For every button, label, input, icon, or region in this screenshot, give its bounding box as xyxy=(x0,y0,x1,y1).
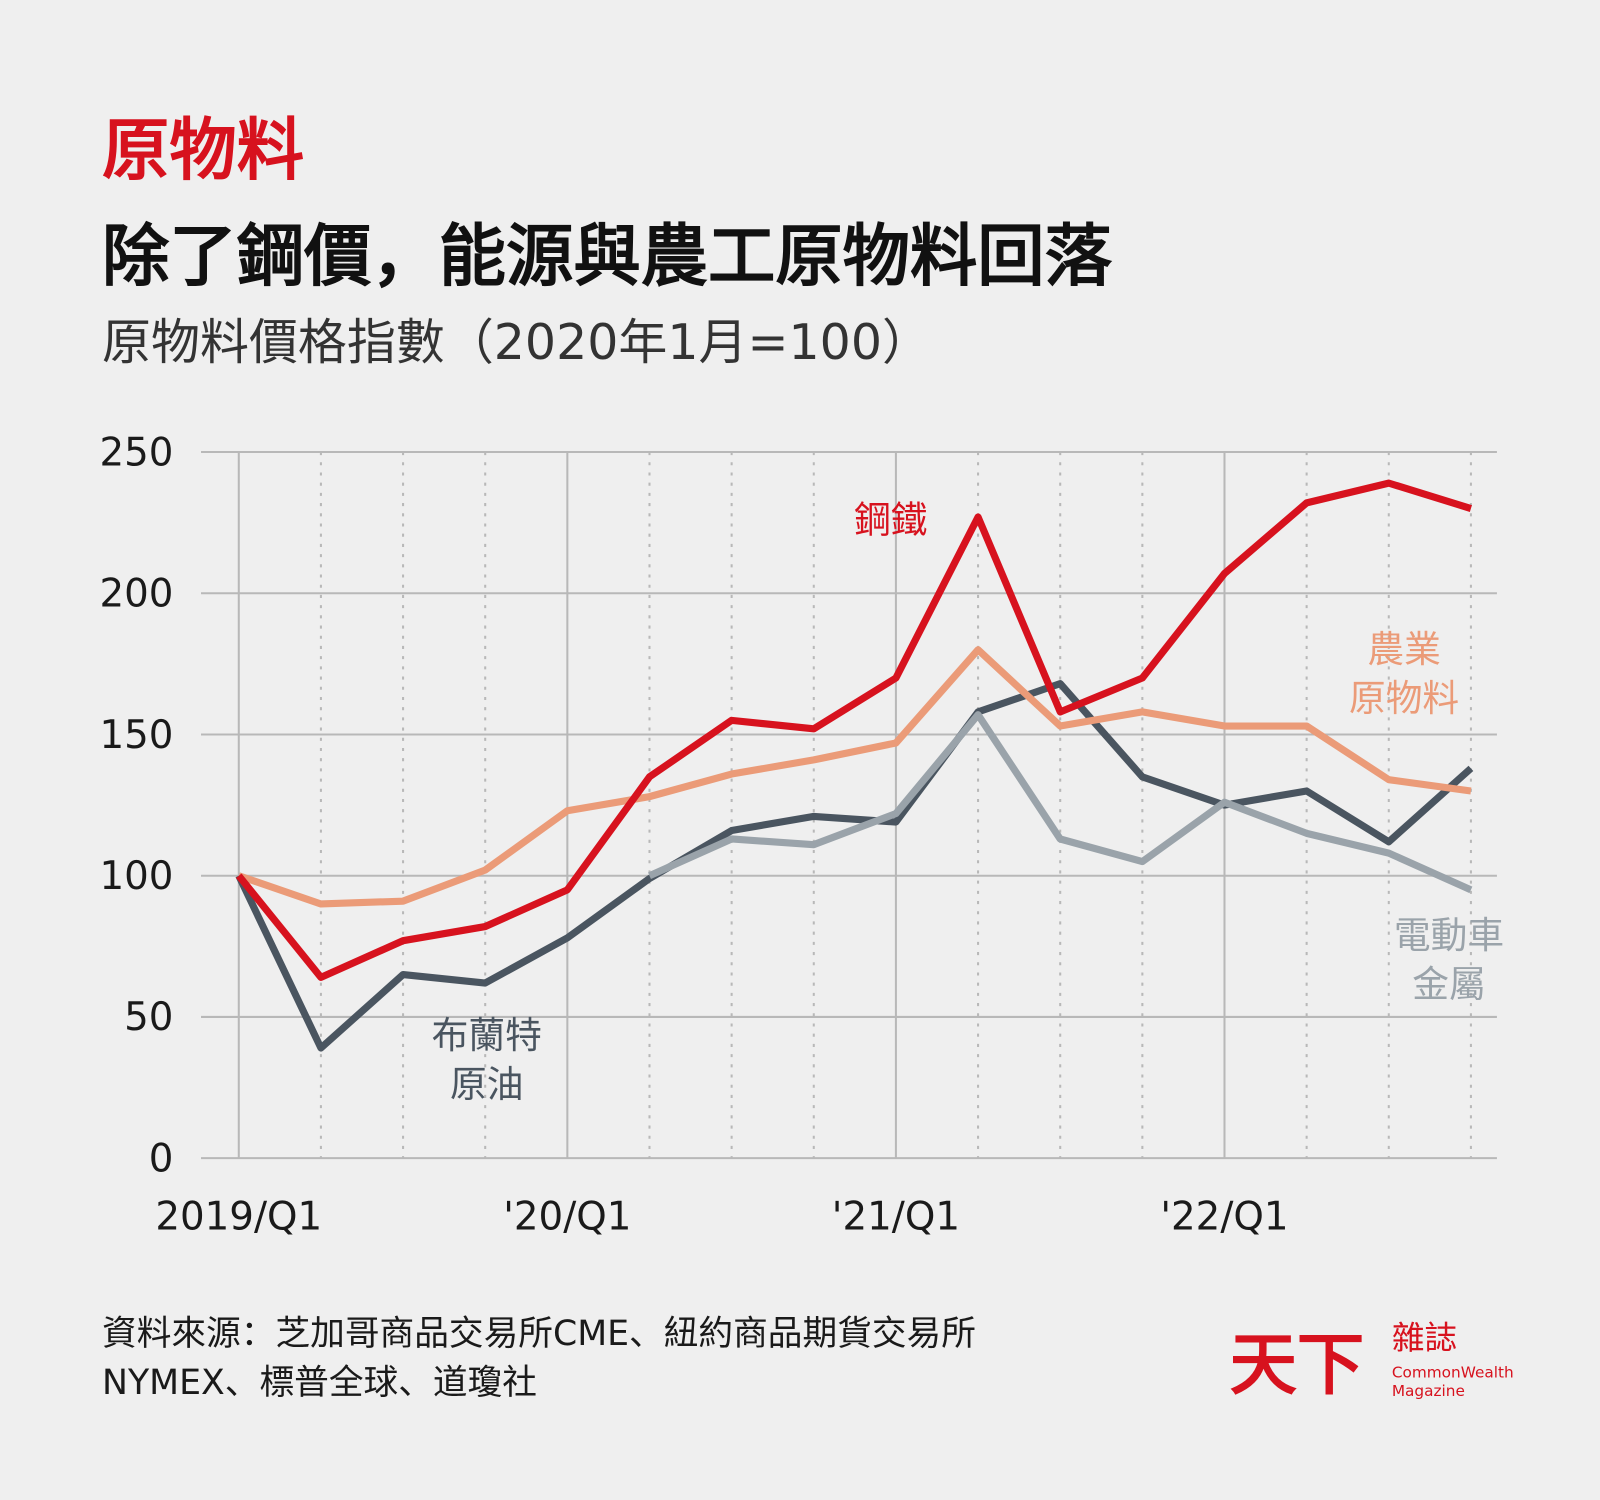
y-tick-label: 100 xyxy=(99,854,173,899)
series-label: 鋼鐵 xyxy=(854,499,927,542)
lines xyxy=(235,479,1474,1052)
kicker: 原物料 xyxy=(102,110,304,189)
series-label-line: 電動車 xyxy=(1394,914,1504,957)
series-label: 布蘭特原油 xyxy=(432,1014,542,1106)
grid: 2019/Q1 '20/Q1 '21/Q1 '22/Q1 0 50 100 150 200 250 xyxy=(99,430,1497,1240)
labels: 布蘭特原油 電動車金屬 農業原物料 鋼鐵 xyxy=(432,499,1504,1106)
y-tick-label: 250 xyxy=(99,430,173,475)
line xyxy=(237,646,1472,908)
line xyxy=(235,479,1472,981)
source: NYMEX、標普全球、道瓊社 xyxy=(102,1363,537,1403)
logo: Magazine xyxy=(1392,1382,1465,1400)
y-tick-label: 150 xyxy=(99,713,173,758)
logo: 天下 xyxy=(1230,1325,1365,1404)
line xyxy=(648,711,1473,894)
series-label-line: 原油 xyxy=(450,1063,523,1106)
x-tick-label: 2019/Q1 xyxy=(155,1195,322,1240)
line xyxy=(235,680,1474,1052)
chart-title: 除了鋼價，能源與農工原物料回落 xyxy=(102,217,1113,296)
y-tick-label: 0 xyxy=(149,1136,174,1181)
series-label-line: 金屬 xyxy=(1412,963,1485,1006)
y-tick-label: 50 xyxy=(124,995,173,1040)
series-label-line: 布蘭特 xyxy=(432,1014,542,1057)
series-label-line: 農業 xyxy=(1367,628,1440,671)
x-tick-label: '20/Q1 xyxy=(503,1195,631,1240)
logo: 雜誌 xyxy=(1392,1319,1457,1357)
logo: CommonWealth xyxy=(1392,1364,1514,1382)
series-label: 農業原物料 xyxy=(1349,628,1459,720)
y-tick-label: 200 xyxy=(99,572,173,617)
series-label: 電動車金屬 xyxy=(1394,914,1504,1006)
chart-subtitle: 原物料價格指數（2020年1月=100） xyxy=(102,314,931,371)
series-label-line: 原物料 xyxy=(1349,677,1459,720)
x-tick-label: '22/Q1 xyxy=(1160,1195,1288,1240)
x-tick-label: '21/Q1 xyxy=(832,1195,960,1240)
series-label-line: 鋼鐵 xyxy=(854,499,927,542)
source: 資料來源：芝加哥商品交易所CME、紐約商品期貨交易所 xyxy=(102,1314,976,1354)
